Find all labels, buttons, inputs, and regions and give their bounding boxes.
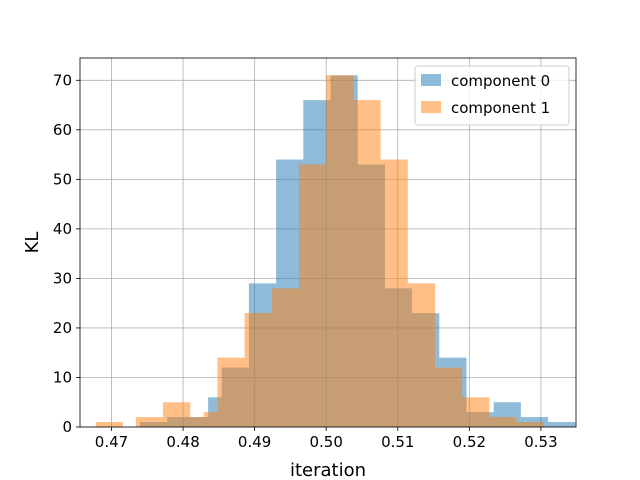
- bar-series-1: [516, 422, 544, 427]
- bar-series-1: [190, 417, 204, 427]
- axis-ticks: 0.47 0.48 0.49 0.50 0.51 0.52 0.53 0 10 20 30 40 50 6…: [53, 71, 558, 451]
- bar-series-1: [435, 367, 463, 427]
- bar-series-1: [353, 100, 381, 427]
- y-tick-label: 20: [53, 319, 72, 337]
- y-tick-label: 70: [53, 71, 72, 89]
- bar-series-1: [95, 422, 123, 427]
- bar-series-1: [135, 417, 164, 427]
- bar-series-1: [380, 159, 408, 427]
- bar-series-1: [271, 288, 300, 427]
- y-tick-label: 60: [53, 121, 72, 139]
- y-tick-label: 30: [53, 269, 72, 287]
- y-tick-label: 50: [53, 170, 72, 188]
- bar-series-1: [462, 397, 490, 427]
- bar-series-1: [203, 412, 218, 427]
- bar-series-0: [548, 422, 576, 427]
- legend-label: component 1: [451, 99, 550, 117]
- bar-series-1: [217, 357, 245, 427]
- legend-swatch: [421, 101, 441, 113]
- x-tick-label: 0.49: [238, 433, 271, 451]
- x-axis-label: iteration: [290, 460, 366, 480]
- x-tick-label: 0.52: [453, 433, 486, 451]
- x-tick-label: 0.47: [95, 433, 128, 451]
- legend: component 0 component 1: [414, 65, 570, 126]
- x-tick-label: 0.50: [310, 433, 343, 451]
- legend-box: [414, 65, 570, 126]
- y-tick-label: 0: [62, 418, 72, 436]
- legend-label: component 0: [451, 72, 550, 90]
- legend-swatch: [421, 74, 441, 86]
- bar-series-1: [489, 417, 517, 427]
- plot-area-frame: [79, 57, 577, 428]
- x-tick-label: 0.48: [166, 433, 199, 451]
- bar-series-1: [163, 402, 191, 427]
- y-axis-label: KL: [22, 232, 43, 254]
- bar-series-1: [407, 283, 436, 427]
- bar-series-1: [326, 75, 354, 427]
- bar-series-1: [299, 164, 327, 427]
- y-tick-label: 40: [53, 220, 72, 238]
- bar-series-1: [244, 313, 272, 427]
- histogram-bars: [95, 75, 576, 427]
- x-tick-label: 0.51: [381, 433, 414, 451]
- y-tick-label: 10: [53, 368, 72, 386]
- x-tick-label: 0.53: [524, 433, 557, 451]
